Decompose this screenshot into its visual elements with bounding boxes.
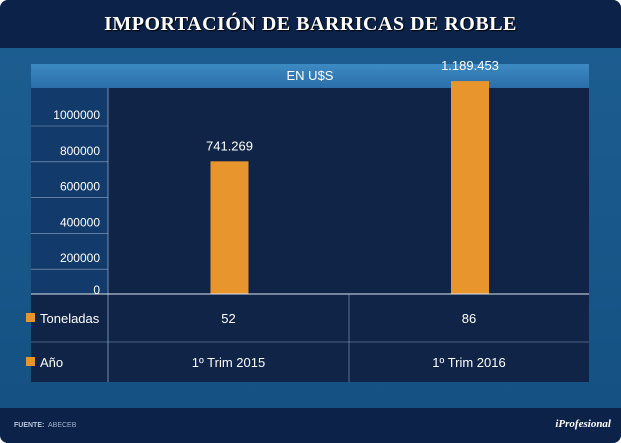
table-cell: 1º Trim 2015 (192, 355, 265, 370)
source-label: FUENTE: (14, 422, 45, 429)
y-tick-label: 400000 (60, 215, 100, 229)
legend-swatch (26, 313, 35, 322)
y-tick-label: 0 (93, 283, 100, 297)
y-tick-label: 1000000 (53, 108, 100, 122)
footer (0, 408, 621, 443)
legend-swatch (26, 357, 35, 366)
table-cell: 1º Trim 2016 (432, 355, 505, 370)
bar (451, 81, 489, 294)
chart-subtitle: EN U$S (31, 64, 589, 88)
table-cell: 86 (462, 311, 476, 326)
bar-value-label: 741.269 (206, 138, 253, 153)
header: IMPORTACIÓN DE BARRICAS DE ROBLE (0, 0, 621, 48)
y-tick-label: 800000 (60, 144, 100, 158)
table-cell: 52 (221, 311, 235, 326)
brand-logo: iProfesional (555, 418, 611, 430)
y-tick-label: 600000 (60, 180, 100, 194)
y-axis-panel (31, 88, 108, 294)
source-value: ABECEB (48, 422, 77, 429)
bar-value-label: 1.189.453 (441, 58, 499, 73)
y-tick-label: 200000 (60, 251, 100, 265)
bar (210, 161, 249, 294)
table-row-label: Año (40, 355, 63, 370)
chart-title: IMPORTACIÓN DE BARRICAS DE ROBLE (104, 12, 517, 35)
chart-panel (31, 64, 589, 382)
table-row-label: Toneladas (40, 311, 100, 326)
